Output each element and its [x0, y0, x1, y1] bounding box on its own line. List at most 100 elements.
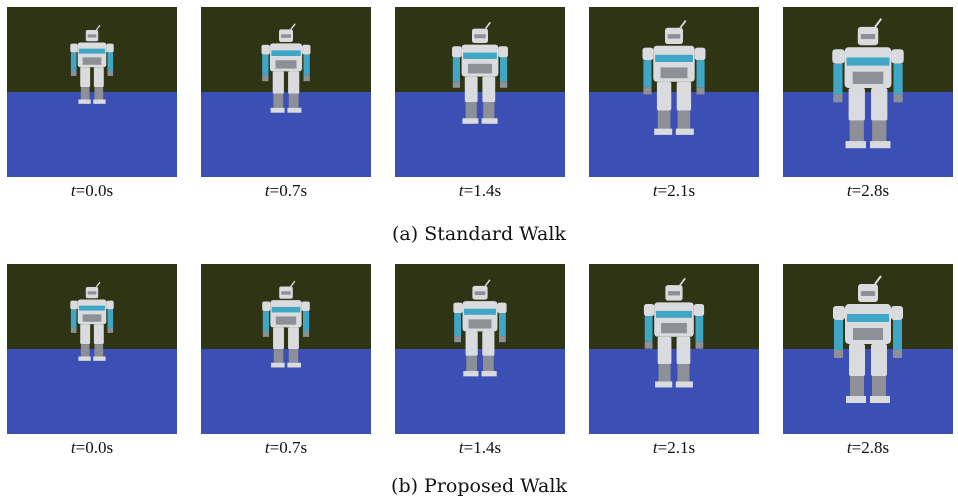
robot-left-shoulder — [261, 44, 270, 55]
robot-left-arm — [454, 313, 461, 337]
robot-scene — [201, 7, 371, 177]
robot-right-foot — [870, 141, 891, 149]
robot-right-thigh — [93, 324, 104, 345]
frame-proposed-1 — [201, 264, 371, 434]
robot-right-hand — [107, 70, 114, 76]
robot-right-shin — [872, 120, 887, 142]
robot-right-hand — [695, 341, 704, 349]
time-label: t=0.0s — [70, 438, 114, 457]
robot-right-thigh — [93, 67, 104, 88]
robot-waist — [275, 316, 297, 325]
robot-scene — [783, 264, 953, 434]
time-label: t=1.4s — [458, 181, 502, 200]
robot-left-arm — [70, 52, 77, 71]
robot-right-thigh — [288, 71, 300, 94]
robot-right-foot — [481, 371, 497, 377]
robot-visor — [281, 291, 291, 295]
robot-right-thigh — [676, 336, 691, 365]
robot-left-shin — [850, 376, 864, 396]
robot-right-shoulder — [693, 304, 705, 317]
robot-antenna — [484, 21, 492, 30]
robot-waist — [852, 71, 884, 84]
robot — [833, 275, 903, 403]
robot-right-hand — [499, 336, 506, 343]
robot-right-thigh — [482, 76, 496, 103]
robot-left-thigh — [656, 81, 672, 111]
robot-right-shin — [288, 93, 299, 108]
robot-antenna — [95, 281, 101, 288]
robot-left-shin — [658, 364, 671, 382]
robot-left-foot — [271, 362, 285, 368]
robot-left-foot — [78, 99, 91, 104]
time-label: t=0.0s — [70, 181, 114, 200]
robot-left-shin — [657, 110, 671, 129]
robot-left-foot — [462, 118, 479, 124]
robot-chest-band — [78, 305, 106, 311]
robot-visor — [87, 291, 97, 295]
floor — [395, 349, 565, 434]
floor — [7, 92, 177, 177]
floor — [395, 92, 565, 177]
robot-right-thigh — [288, 327, 299, 350]
robot-chest-band — [655, 310, 693, 318]
robot-right-shin — [288, 349, 299, 363]
robot-antenna — [95, 24, 101, 31]
robot-right-foot — [93, 99, 106, 104]
robot-visor — [474, 34, 486, 39]
robot-right-shin — [94, 87, 104, 100]
robot-right-hand — [500, 81, 508, 88]
robot-right-foot — [287, 107, 302, 113]
robot-right-hand — [696, 87, 705, 95]
robot-scene — [783, 7, 953, 177]
time-label: t=0.7s — [264, 181, 308, 200]
robot-right-hand — [893, 94, 903, 103]
floor — [783, 92, 953, 177]
robot-left-shoulder — [643, 304, 655, 317]
frame-standard-0 — [7, 7, 177, 177]
robot-antenna — [679, 20, 687, 29]
robot-antenna — [679, 277, 686, 286]
robot-left-shoulder — [70, 43, 78, 53]
frame-standard-1 — [201, 7, 371, 177]
robot — [452, 21, 508, 124]
robot-left-thigh — [848, 88, 865, 121]
robot-right-arm — [303, 54, 310, 76]
robot-right-shoulder — [498, 46, 508, 58]
robot-left-thigh — [272, 71, 284, 94]
robot-scene — [589, 264, 759, 434]
robot-right-shin — [94, 344, 104, 357]
robot-antenna — [874, 275, 882, 285]
robot-right-shoulder — [891, 49, 904, 64]
frame-standard-3 — [589, 7, 759, 177]
robot-right-shoulder — [497, 302, 507, 314]
robot-left-arm — [834, 320, 843, 350]
robot-visor — [860, 33, 876, 40]
robot-scene — [395, 7, 565, 177]
robot — [70, 24, 114, 104]
robot-left-shoulder — [452, 46, 462, 58]
robot-chest-band — [463, 52, 497, 59]
robot-right-thigh — [871, 344, 887, 376]
robot-waist — [275, 60, 297, 69]
robot-right-shoulder — [302, 44, 311, 55]
caption-standard-walk: (a) Standard Walk — [392, 223, 566, 245]
floor — [201, 349, 371, 434]
robot-left-thigh — [849, 344, 865, 376]
robot-right-hand — [303, 331, 310, 337]
robot-left-foot — [78, 356, 91, 361]
robot — [832, 18, 904, 149]
robot-right-thigh — [482, 331, 495, 356]
robot-right-thigh — [871, 88, 888, 121]
robot-left-shin — [849, 120, 864, 142]
robot-left-shoulder — [833, 306, 845, 320]
robot-waist — [468, 63, 492, 74]
robot-right-arm — [695, 316, 704, 342]
robot-visor — [281, 34, 291, 38]
robot-visor — [667, 291, 681, 296]
robot-right-shin — [872, 376, 886, 396]
frame-proposed-3 — [589, 264, 759, 434]
robot-right-foot — [481, 118, 498, 124]
robot-antenna — [484, 279, 491, 287]
robot-left-thigh — [464, 76, 478, 103]
robot-left-hand — [452, 81, 460, 88]
